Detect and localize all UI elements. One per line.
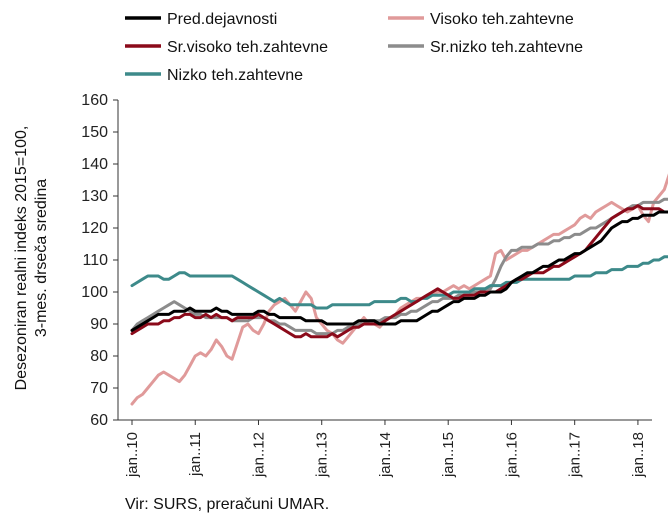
x-axis: jan..10 jan..11 jan..12 jan..13 jan..14 jan..… [118,419,652,478]
x-tick-label: jan..18 [630,432,647,478]
y-tick-label: 150 [81,124,108,141]
y-tick-label: 130 [81,188,108,205]
legend-label-0: Pred.dejavnosti [167,11,277,28]
source-note: Vir: SURS, preračuni UMAR. [125,496,329,513]
x-tick-label: jan..13 [314,432,331,478]
y-axis-label-line-1: Desezoniran realni indeks 2015=100, [13,126,30,391]
x-tick-label: jan..10 [124,432,141,478]
series-line-2 [130,204,668,339]
y-tick-label: 140 [81,156,108,173]
legend-label-4: Nizko teh.zahtevne [167,67,303,84]
y-tick-label: 110 [82,252,108,269]
y-tick-label: 60 [90,412,108,429]
y-axis: 160 150 140 130 120 110 100 90 80 70 60 [81,92,119,429]
legend: Pred.dejavnosti Visoko teh.zahtevne Sr.vis… [125,11,583,84]
series-layer [130,173,668,406]
y-axis-label-line-2: 3-mes. drseča sredina [33,179,50,337]
legend-label-3: Sr.nizko teh.zahtevne [430,39,583,56]
x-tick-label: jan..15 [440,432,457,478]
legend-label-2: Sr.visoko teh.zahtevne [167,39,328,56]
x-tick-label: jan..16 [503,432,520,478]
series-line-0 [130,210,668,332]
series-line-4 [130,255,668,310]
x-tick-label: jan..11 [187,432,204,477]
series-line-1 [130,173,668,406]
y-tick-label: 80 [90,348,108,365]
y-tick-label: 120 [81,220,108,237]
y-tick-label: 70 [90,380,108,397]
x-tick-label: jan..17 [567,432,584,478]
x-tick-label: jan..14 [377,432,394,478]
x-tick-label: jan..12 [250,432,267,478]
legend-label-1: Visoko teh.zahtevne [430,11,574,28]
y-tick-label: 100 [81,284,108,301]
y-tick-label: 160 [81,92,108,109]
y-tick-label: 90 [90,316,108,333]
